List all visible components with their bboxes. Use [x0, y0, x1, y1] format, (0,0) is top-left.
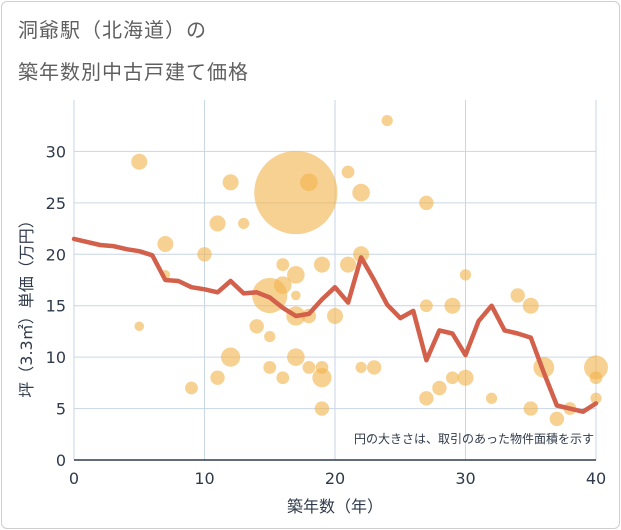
y-tick-label: 0	[56, 451, 66, 470]
data-bubble	[523, 401, 538, 416]
chart-title-line1: 洞爺駅（北海道）の	[18, 18, 207, 42]
data-bubble	[238, 217, 250, 230]
data-bubble	[446, 371, 459, 385]
y-tick-label: 25	[46, 194, 66, 213]
trend-line-group	[71, 236, 599, 414]
data-bubble	[549, 411, 565, 427]
data-bubble	[291, 290, 301, 301]
x-tick-label: 0	[69, 469, 79, 488]
x-tick-label: 10	[194, 469, 214, 488]
data-bubble	[366, 360, 382, 375]
data-bubble	[313, 256, 330, 273]
y-tick-label: 30	[46, 142, 66, 161]
x-tick-label: 30	[455, 469, 475, 488]
chart-title-line2: 築年数別中古戸建て価格	[18, 60, 249, 84]
data-bubble	[419, 195, 434, 211]
data-bubble	[287, 266, 305, 284]
average-price-line	[71, 236, 599, 414]
data-bubble	[584, 355, 608, 380]
data-bubble	[263, 361, 277, 374]
data-bubble	[444, 297, 461, 314]
data-bubble	[314, 401, 330, 416]
data-bubble	[197, 247, 212, 262]
data-bubble	[419, 299, 433, 313]
data-bubble	[274, 276, 292, 294]
grid-lines	[73, 100, 597, 461]
y-tick-label: 15	[46, 297, 66, 316]
data-bubble	[264, 330, 276, 343]
data-bubble	[353, 246, 370, 263]
y-tick-label: 10	[46, 348, 66, 367]
data-bubble	[381, 114, 393, 127]
data-bubble	[249, 319, 264, 334]
data-bubble	[157, 236, 174, 252]
x-axis-label: 築年数（年）	[287, 497, 383, 516]
data-bubble	[327, 308, 343, 324]
data-bubble	[276, 371, 290, 385]
data-bubble	[222, 174, 239, 191]
data-bubble	[341, 165, 355, 179]
x-tick-label: 20	[325, 469, 345, 488]
data-bubble	[589, 371, 603, 385]
data-bubble	[352, 183, 370, 202]
size-note: 円の大きさは、取引のあった物件面積を示す	[354, 431, 594, 446]
data-bubble	[287, 348, 305, 366]
y-tick-label: 20	[46, 245, 66, 264]
data-bubble	[419, 391, 434, 406]
data-bubble	[522, 297, 539, 314]
data-bubble	[254, 150, 338, 235]
data-bubble	[312, 368, 332, 388]
data-bubble	[457, 369, 474, 386]
data-bubble	[340, 256, 357, 273]
data-bubble	[300, 173, 318, 192]
data-bubble	[134, 321, 145, 332]
data-bubble	[210, 370, 225, 385]
x-tick-label: 40	[586, 469, 606, 488]
data-bubble	[131, 153, 148, 170]
data-bubble	[459, 269, 472, 281]
data-bubble	[355, 361, 367, 374]
axes-group: 0 10 20 30 40 0 5 10 15 20 25 30	[46, 142, 607, 488]
data-bubble	[432, 380, 447, 396]
data-bubble	[590, 392, 602, 404]
data-bubble	[185, 381, 198, 395]
data-bubble	[221, 347, 241, 367]
data-bubble	[209, 215, 226, 232]
data-bubble	[276, 258, 290, 271]
data-bubble	[510, 288, 525, 303]
y-axis-label: 坪（3.3㎡）単価（万円）	[17, 212, 36, 397]
bubble-series	[131, 114, 608, 427]
data-bubble	[486, 392, 498, 404]
y-tick-label: 5	[56, 400, 66, 419]
data-bubble	[302, 361, 316, 374]
